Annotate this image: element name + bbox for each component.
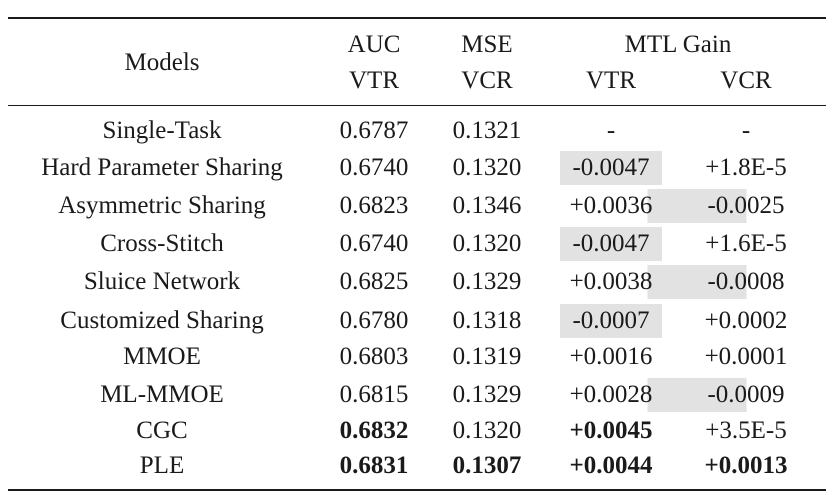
bottom-rule [8,489,826,491]
header-gain-vtr: VTR [586,67,636,94]
header-auc: AUC [347,31,401,58]
table-row: Sluice Network 0.6825 0.1329 +0.0038 -0.… [0,265,834,299]
gain-vtr-value: -0.0047 [572,230,650,257]
auc-vtr-value: 0.6740 [339,154,409,181]
gain-vtr-value: - [606,117,616,144]
auc-vtr-value: 0.6815 [339,381,409,408]
gain-vtr-value: +0.0038 [569,268,653,295]
negative-gain-highlight [560,304,662,338]
gain-vtr-value: +0.0016 [569,343,653,370]
table-row: Asymmetric Sharing 0.6823 0.1346 +0.0036… [0,189,834,223]
model-name: Hard Parameter Sharing [41,154,283,181]
model-name: Asymmetric Sharing [58,192,266,219]
mse-vcr-value: 0.1320 [452,417,522,444]
auc-vtr-value: 0.6740 [339,230,409,257]
gain-vcr-value: -0.0009 [707,381,785,408]
table-row: Customized Sharing 0.6780 0.1318 -0.0007… [0,304,834,338]
gain-vcr-value: +1.6E-5 [705,230,787,257]
mse-vcr-value: 0.1329 [452,381,522,408]
header-mtl-gain: MTL Gain [624,31,732,58]
header-vcr: VCR [461,67,513,94]
auc-vtr-value: 0.6825 [339,268,409,295]
negative-gain-highlight [560,151,662,185]
mse-vcr-value: 0.1329 [452,268,522,295]
mse-vcr-value: 0.1346 [452,192,522,219]
gain-vcr-value: +0.0013 [704,452,788,479]
gain-vcr-value: +3.5E-5 [705,417,787,444]
header-mse: MSE [461,31,513,58]
gain-vcr-value: - [741,117,751,144]
gain-vcr-value: -0.0008 [707,268,785,295]
auc-vtr-value: 0.6832 [339,417,409,444]
model-name: ML-MMOE [100,381,224,408]
header-rule [8,105,826,107]
table-row: PLE 0.6831 0.1307 +0.0044 +0.0013 [0,449,834,483]
model-name: PLE [139,452,185,479]
gain-vtr-value: +0.0028 [569,381,653,408]
table-row: Single-Task 0.6787 0.1321 - - [0,114,834,148]
top-rule [8,17,826,19]
auc-vtr-value: 0.6823 [339,192,409,219]
gain-vtr-value: -0.0007 [572,307,650,334]
negative-gain-highlight [647,378,747,412]
mse-vcr-value: 0.1319 [452,343,522,370]
header-vtr: VTR [349,67,399,94]
table-row: CGC 0.6832 0.1320 +0.0045 +3.5E-5 [0,414,834,448]
model-name: Single-Task [102,117,222,144]
gain-vtr-value: +0.0044 [569,452,653,479]
mse-vcr-value: 0.1307 [452,452,522,479]
auc-vtr-value: 0.6803 [339,343,409,370]
gain-vcr-value: +0.0002 [704,307,788,334]
table-row: Hard Parameter Sharing 0.6740 0.1320 -0.… [0,151,834,185]
gain-vtr-value: -0.0047 [572,154,650,181]
negative-gain-highlight [647,189,747,223]
model-name: Customized Sharing [60,307,264,334]
model-name: MMOE [123,343,201,370]
gain-vtr-value: +0.0045 [569,417,653,444]
table-row: ML-MMOE 0.6815 0.1329 +0.0028 -0.0009 [0,378,834,412]
mse-vcr-value: 0.1321 [452,117,522,144]
gain-vcr-value: +0.0001 [704,343,788,370]
negative-gain-highlight [560,227,662,261]
gain-vcr-value: -0.0025 [707,192,785,219]
model-name: Cross-Stitch [100,230,224,257]
table-row: MMOE 0.6803 0.1319 +0.0016 +0.0001 [0,340,834,374]
header-models: Models [124,49,200,76]
auc-vtr-value: 0.6787 [339,117,409,144]
negative-gain-highlight [647,265,747,299]
model-name: CGC [136,417,188,444]
mse-vcr-value: 0.1320 [452,154,522,181]
model-name: Sluice Network [83,268,241,295]
auc-vtr-value: 0.6780 [339,307,409,334]
gain-vcr-value: +1.8E-5 [705,154,787,181]
mse-vcr-value: 0.1320 [452,230,522,257]
header-gain-vcr: VCR [720,67,772,94]
gain-vtr-value: +0.0036 [569,192,653,219]
table-row: Cross-Stitch 0.6740 0.1320 -0.0047 +1.6E… [0,227,834,261]
auc-vtr-value: 0.6831 [339,452,409,479]
mse-vcr-value: 0.1318 [452,307,522,334]
